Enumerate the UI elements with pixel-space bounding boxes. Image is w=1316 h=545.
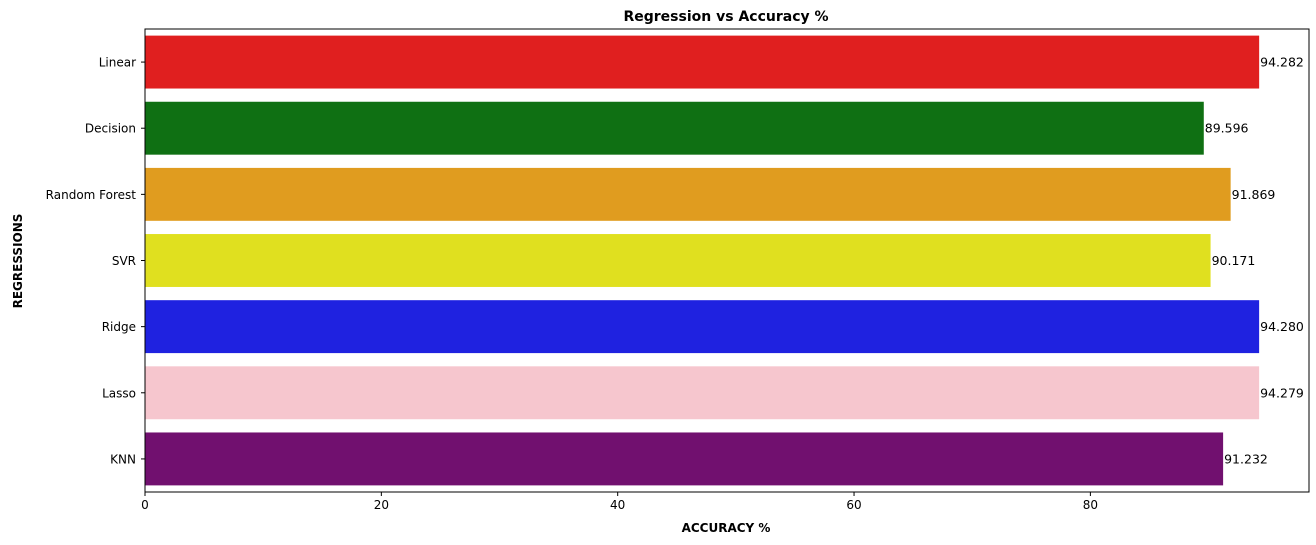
x-tick-label-80: 80 [1083, 498, 1098, 512]
y-tick-label-knn: KNN [110, 452, 136, 466]
x-tick-label-40: 40 [610, 498, 625, 512]
data-label-decision: 89.596 [1205, 121, 1249, 136]
data-label-lasso: 94.279 [1260, 385, 1304, 400]
x-axis-title: ACCURACY % [682, 521, 771, 535]
data-labels-group: 94.282 89.596 91.869 90.171 94.280 94.279 91.2… [1205, 55, 1304, 467]
x-axis-ticks: 0 20 40 60 80 [141, 492, 1098, 512]
bars-group [145, 35, 1260, 486]
y-tick-label-linear: Linear [99, 56, 136, 70]
bar-decision [145, 101, 1204, 155]
y-axis-ticks: Linear Decision Random Forest SVR Ridge Lasso… [46, 56, 145, 466]
chart-title: Regression vs Accuracy % [623, 9, 828, 25]
data-label-random-forest: 91.869 [1232, 187, 1276, 202]
y-tick-label-decision: Decision [85, 122, 136, 136]
x-tick-label-0: 0 [141, 498, 149, 512]
bar-ridge [145, 300, 1260, 354]
y-axis-title: REGRESSIONS [11, 214, 25, 309]
bar-lasso [145, 366, 1260, 420]
y-tick-label-ridge: Ridge [102, 320, 136, 334]
bar-random-forest [145, 167, 1231, 221]
data-label-linear: 94.282 [1260, 55, 1304, 70]
bar-svr [145, 234, 1211, 287]
data-label-ridge: 94.280 [1260, 319, 1304, 334]
bar-knn [145, 432, 1224, 486]
data-label-svr: 90.171 [1212, 253, 1256, 268]
data-label-knn: 91.232 [1224, 451, 1268, 466]
y-tick-label-svr: SVR [112, 254, 136, 268]
x-tick-label-20: 20 [374, 498, 389, 512]
x-tick-label-60: 60 [846, 498, 861, 512]
plot-frame [144, 28, 1310, 493]
bar-linear [145, 35, 1260, 89]
y-tick-label-random-forest: Random Forest [46, 188, 137, 202]
y-tick-label-lasso: Lasso [102, 386, 136, 400]
